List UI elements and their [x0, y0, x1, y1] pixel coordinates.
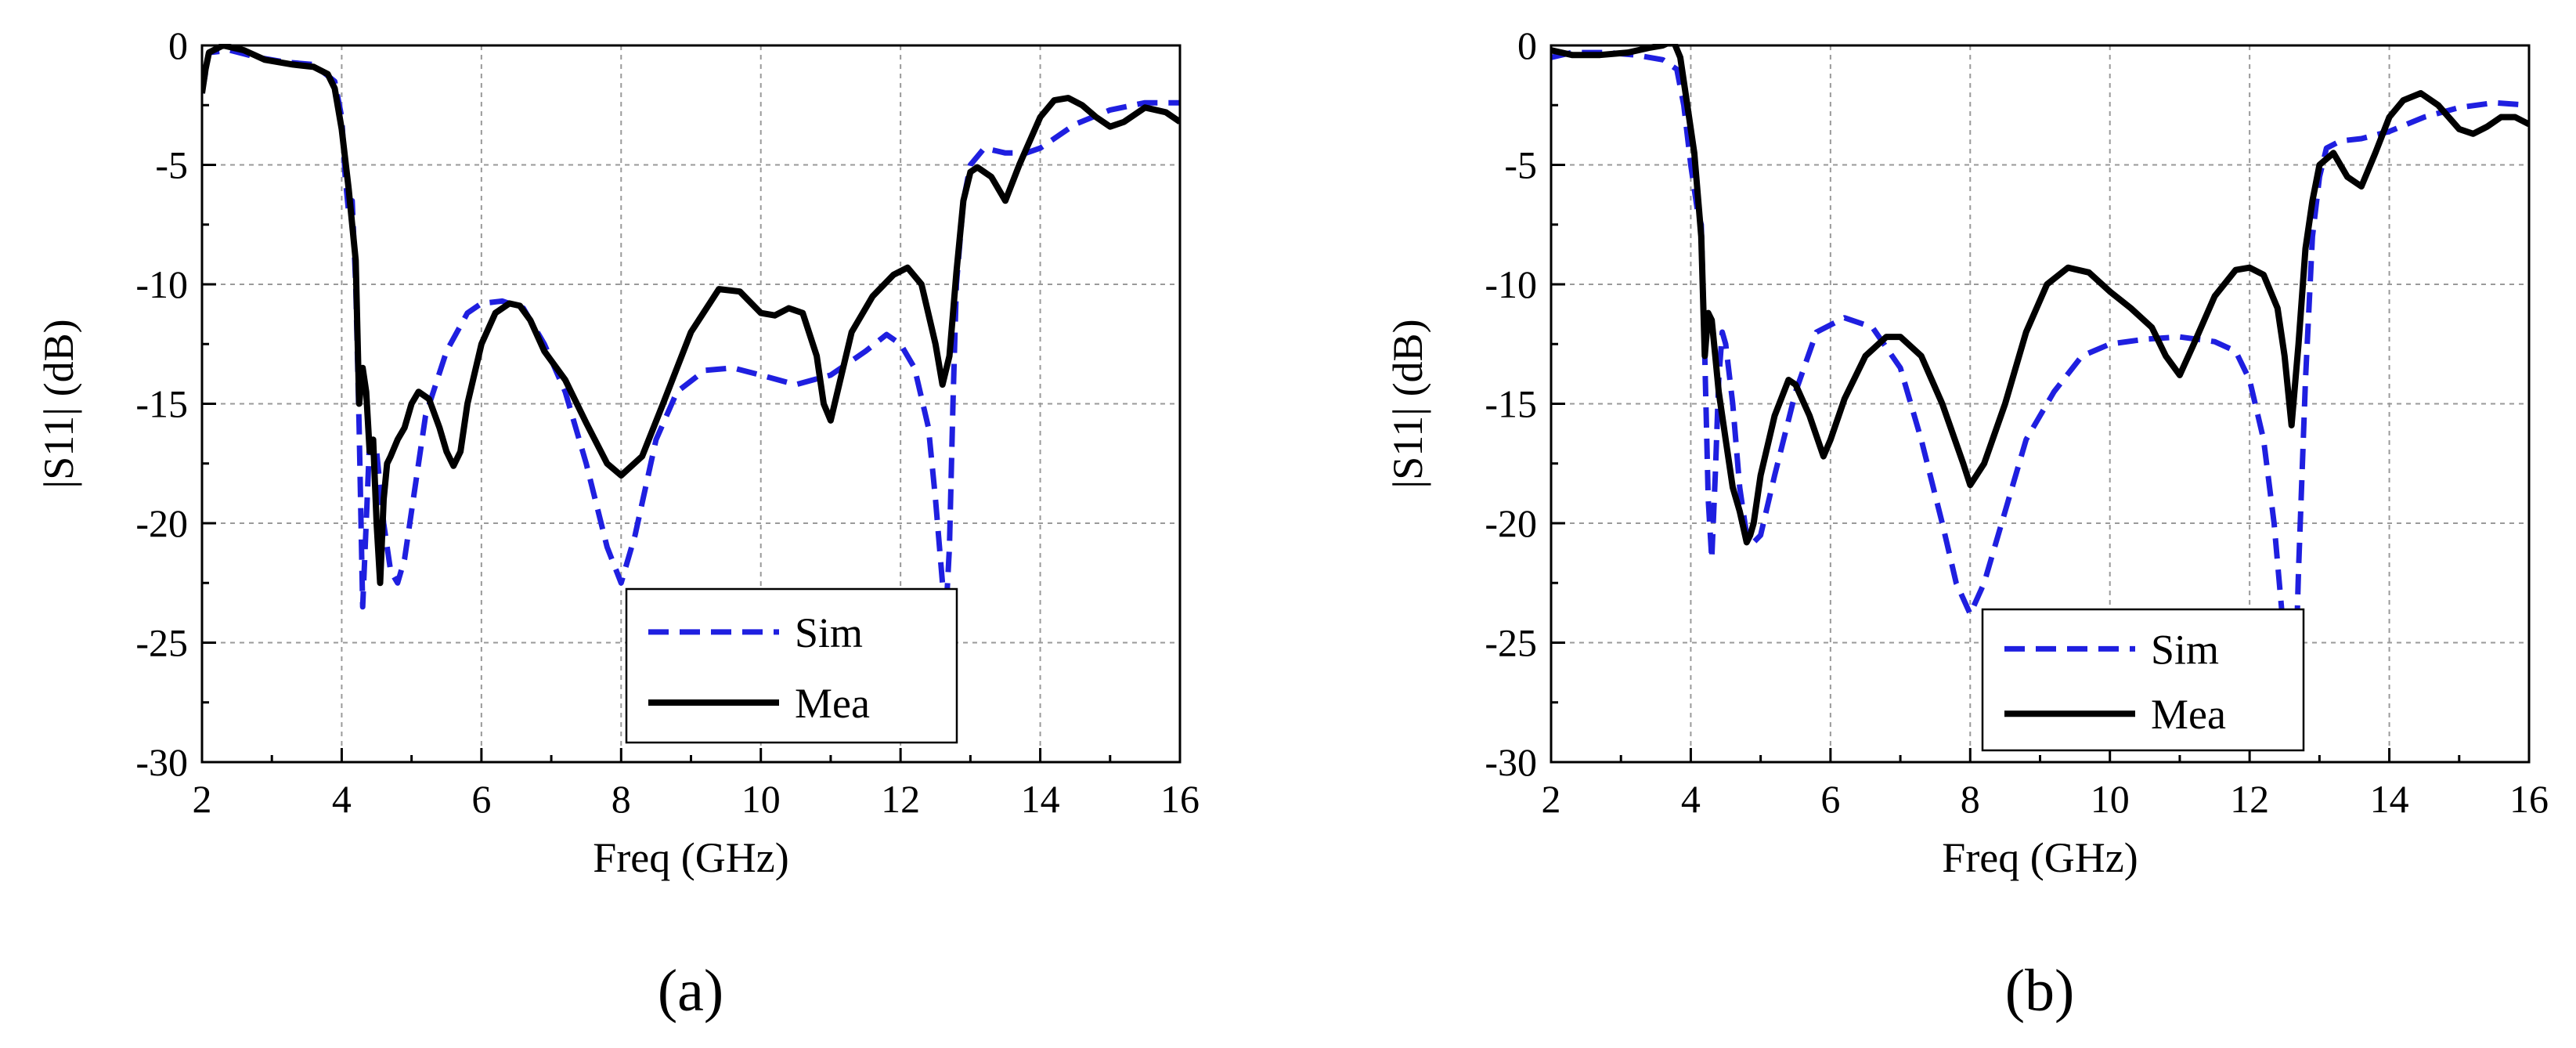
x-tick-label: 6	[1820, 777, 1840, 821]
x-axis-title: Freq (GHz)	[1942, 834, 2138, 881]
y-axis-title: |S11| (dB)	[35, 319, 82, 488]
chart-b: 2 4 6 8 10 12 14 16 0 -5 -10 -15 -20 -25 -30 Freq (GHz)…	[1384, 23, 2549, 1024]
y-tick-label: -15	[135, 382, 188, 426]
y-tick-label: -15	[1485, 382, 1537, 426]
x-tick-label: 8	[612, 777, 631, 821]
legend-label-mea: Mea	[2151, 691, 2226, 738]
x-tick-label: 2	[193, 777, 212, 821]
y-tick-label: 0	[1517, 23, 1537, 67]
x-tick-label: 8	[1961, 777, 1980, 821]
y-tick-label: -20	[135, 501, 188, 545]
y-tick-label: -30	[1485, 740, 1537, 784]
x-tick-label: 14	[1021, 777, 1060, 821]
y-tick-label: -10	[1485, 262, 1537, 306]
x-tick-label: 16	[1160, 777, 1200, 821]
x-tick-label: 14	[2370, 777, 2409, 821]
y-tick-label: -5	[1504, 143, 1537, 187]
chart-a: 2 4 6 8 10 12 14 16 0 -5 -10 -15 -20 -25 -30 Freq (GHz)…	[35, 23, 1200, 1024]
x-tick-label: 4	[1681, 777, 1701, 821]
y-tick-label: -10	[135, 262, 188, 306]
x-tick-label: 10	[741, 777, 781, 821]
x-axis-title: Freq (GHz)	[593, 834, 788, 881]
legend: Sim Mea	[625, 587, 958, 744]
x-tick-label: 2	[1542, 777, 1561, 821]
series-line-mea	[202, 44, 1180, 587]
legend: Sim Mea	[1981, 608, 2305, 752]
y-axis-title: |S11| (dB)	[1384, 319, 1431, 488]
y-tick-label: -25	[1485, 621, 1537, 665]
y-tick-label: -20	[1485, 501, 1537, 545]
legend-label-sim: Sim	[795, 609, 863, 656]
legend-label-sim: Sim	[2151, 626, 2219, 673]
y-tick-label: -30	[135, 740, 188, 784]
y-tick-label: 0	[168, 23, 188, 67]
x-tick-label: 10	[2091, 777, 2130, 821]
series-line-mea	[1551, 44, 2529, 546]
legend-box	[1981, 608, 2305, 752]
chart-caption: (b)	[2005, 958, 2075, 1024]
legend-box	[625, 587, 958, 744]
chart-caption: (a)	[658, 958, 723, 1024]
x-tick-label: 6	[471, 777, 491, 821]
x-tick-label: 12	[2230, 777, 2269, 821]
y-tick-label: -25	[135, 621, 188, 665]
y-tick-label: -5	[155, 143, 188, 187]
x-tick-label: 12	[881, 777, 920, 821]
legend-label-mea: Mea	[795, 680, 870, 727]
x-tick-label: 4	[332, 777, 352, 821]
x-tick-label: 16	[2509, 777, 2549, 821]
